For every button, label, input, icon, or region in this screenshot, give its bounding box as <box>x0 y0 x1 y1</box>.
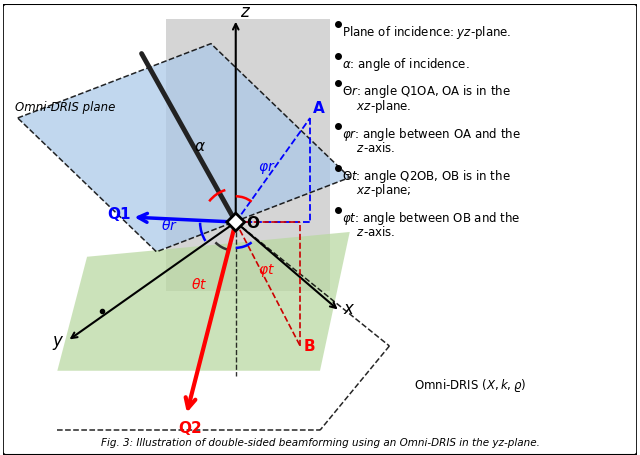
Text: $xz$-plane;: $xz$-plane; <box>342 182 412 199</box>
Text: $\varphi r$: $\varphi r$ <box>257 160 275 176</box>
Text: $z$-axis.: $z$-axis. <box>342 141 395 155</box>
Polygon shape <box>18 44 349 252</box>
Text: $\varphi t$: $\varphi t$ <box>257 262 275 278</box>
Text: $y$: $y$ <box>52 334 65 352</box>
Text: O: O <box>246 216 260 231</box>
Text: $x$: $x$ <box>343 300 355 318</box>
Text: A: A <box>313 101 325 116</box>
Text: $\varphi t$: angle between OB and the: $\varphi t$: angle between OB and the <box>342 210 520 227</box>
Text: $\Theta r$: angle Q1OA, OA is in the: $\Theta r$: angle Q1OA, OA is in the <box>342 83 511 100</box>
Text: $\alpha$: angle of incidence.: $\alpha$: angle of incidence. <box>342 56 469 72</box>
Text: $\theta r$: $\theta r$ <box>161 218 179 233</box>
Polygon shape <box>166 19 330 292</box>
Text: $\mathbf{Q2}$: $\mathbf{Q2}$ <box>179 419 203 437</box>
Text: B: B <box>303 339 315 354</box>
Text: $z$: $z$ <box>240 3 251 21</box>
Polygon shape <box>227 213 244 231</box>
Text: Fig. 3: Illustration of double-sided beamforming using an Omni-DRIS in the yz-pl: Fig. 3: Illustration of double-sided bea… <box>100 438 540 448</box>
Text: Omni-DRIS $(X, k, \varrho)$: Omni-DRIS $(X, k, \varrho)$ <box>414 377 526 394</box>
Text: $\varphi r$: angle between OA and the: $\varphi r$: angle between OA and the <box>342 126 520 143</box>
Text: $z$-axis.: $z$-axis. <box>342 225 395 239</box>
Text: $\alpha$: $\alpha$ <box>194 139 206 154</box>
Text: $xz$-plane.: $xz$-plane. <box>342 98 412 115</box>
Polygon shape <box>58 232 349 371</box>
Text: $\mathbf{Q1}$: $\mathbf{Q1}$ <box>107 205 131 223</box>
Text: Omni-DRIS plane: Omni-DRIS plane <box>15 101 115 114</box>
Text: $\Theta t$: angle Q2OB, OB is in the: $\Theta t$: angle Q2OB, OB is in the <box>342 167 511 185</box>
Text: $\theta t$: $\theta t$ <box>191 278 207 293</box>
FancyBboxPatch shape <box>3 4 637 455</box>
Text: Plane of incidence: $yz$-plane.: Plane of incidence: $yz$-plane. <box>342 24 511 41</box>
